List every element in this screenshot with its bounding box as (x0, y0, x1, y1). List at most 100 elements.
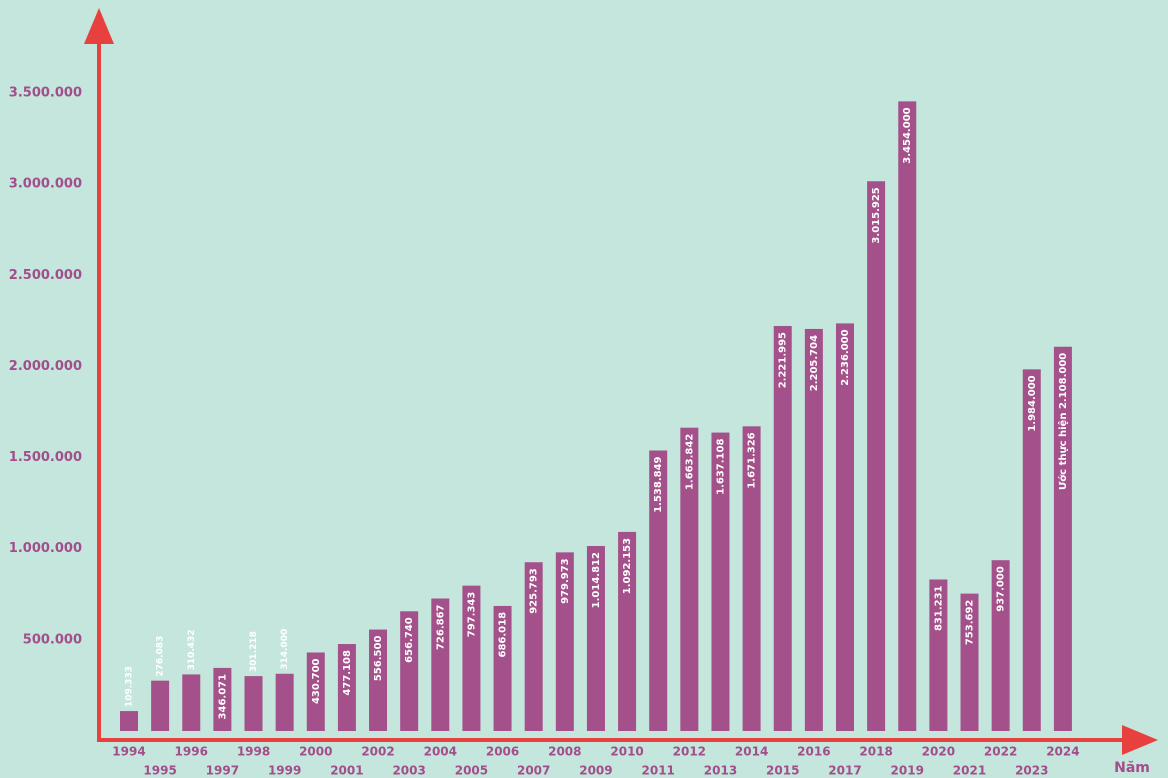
x-tick-label: 2021 (953, 764, 986, 778)
x-tick-label: 2011 (642, 764, 675, 778)
x-axis-label: Năm (1114, 760, 1150, 776)
value-label: 1.637.108 (715, 439, 726, 495)
bar (151, 680, 170, 731)
value-label: 937.000 (996, 566, 1007, 612)
value-label: 1.538.849 (653, 456, 664, 512)
x-tick-label: 1997 (206, 764, 239, 778)
bar (835, 323, 854, 731)
x-tick-label: 2023 (1015, 764, 1048, 778)
bar (306, 652, 325, 731)
value-label: 925.793 (529, 568, 540, 614)
bar (586, 546, 605, 731)
value-label: 346.071 (217, 674, 228, 720)
bar (244, 676, 263, 731)
value-label: 1.663.842 (684, 434, 695, 490)
bar (960, 593, 979, 731)
x-tick-label: 2012 (673, 745, 706, 759)
value-label: 556.500 (373, 636, 384, 682)
value-label: 1.671.326 (747, 432, 758, 488)
value-label: 2.221.995 (778, 332, 789, 388)
bar (493, 605, 512, 731)
y-tick-label: 2.500.000 (9, 268, 82, 283)
x-tick-label: 2020 (922, 745, 955, 759)
x-tick-label: 1995 (143, 764, 176, 778)
x-tick-label: 2016 (797, 745, 830, 759)
x-tick-label: 2004 (424, 745, 457, 759)
x-tick-label: 2022 (984, 745, 1017, 759)
x-tick-label: 1996 (175, 745, 208, 759)
bar (680, 427, 699, 731)
y-tick-label: 2.000.000 (9, 359, 82, 374)
x-tick-label: 2006 (486, 745, 519, 759)
value-label: 1.014.812 (591, 552, 602, 608)
bar (742, 426, 761, 731)
x-tick-label: 2017 (828, 764, 861, 778)
value-label: 2.205.704 (809, 335, 820, 391)
x-tick-label: 1999 (268, 764, 301, 778)
value-label: 726.867 (435, 604, 446, 650)
x-tick-label: 2005 (455, 764, 488, 778)
value-label: 753.692 (965, 600, 976, 646)
bar (711, 432, 730, 731)
x-tick-label: 2014 (735, 745, 768, 759)
value-label: 2.236.000 (840, 329, 851, 385)
x-tick-label: 2010 (610, 745, 643, 759)
value-label: 1.092.153 (622, 538, 633, 594)
y-tick-label: 3.000.000 (9, 177, 82, 192)
bar (369, 629, 388, 731)
y-tick-label: 1.000.000 (9, 541, 82, 556)
bar (462, 585, 481, 731)
bar (618, 531, 637, 731)
bar (804, 328, 823, 731)
y-axis-arrow (84, 8, 114, 44)
x-tick-label: 2024 (1046, 745, 1079, 759)
value-label: 831.231 (933, 585, 944, 631)
x-tick-label: 2015 (766, 764, 799, 778)
bar (1022, 369, 1041, 731)
value-label: 109.333 (125, 666, 135, 707)
value-label: 3.015.925 (871, 187, 882, 243)
value-label: 430.700 (311, 658, 322, 704)
x-tick-label: 2002 (361, 745, 394, 759)
x-tick-label: 2001 (330, 764, 363, 778)
x-tick-label: 2008 (548, 745, 581, 759)
bar (275, 673, 294, 731)
value-label: 477.108 (342, 650, 353, 696)
x-tick-label: 2000 (299, 745, 332, 759)
bar (120, 711, 138, 731)
value-label: 3.454.000 (902, 107, 913, 163)
bar (524, 562, 543, 731)
bar (898, 101, 917, 732)
bar (400, 611, 419, 731)
x-tick-label: 2013 (704, 764, 737, 778)
bar (773, 325, 792, 731)
bar (929, 579, 948, 731)
value-label: 797.343 (466, 592, 477, 638)
bar (431, 598, 450, 731)
bar (649, 450, 668, 731)
bar (337, 644, 356, 731)
bar (867, 181, 886, 731)
value-label: 686.018 (498, 612, 509, 658)
value-label: 1.984.000 (1027, 375, 1038, 431)
bar (182, 674, 201, 731)
y-tick-label: 3.500.000 (9, 86, 82, 101)
x-tick-label: 1994 (112, 745, 145, 759)
x-tick-label: 2019 (891, 764, 924, 778)
x-tick-label: 2018 (859, 745, 892, 759)
value-label: 310.432 (187, 629, 197, 670)
bar (991, 560, 1010, 731)
x-tick-label: 1998 (237, 745, 270, 759)
x-tick-label: 2003 (392, 764, 425, 778)
y-tick-label: 500.000 (23, 632, 82, 647)
x-tick-label: 2007 (517, 764, 550, 778)
bar (1053, 346, 1072, 731)
x-tick-label: 2009 (579, 764, 612, 778)
value-label: 314.000 (280, 629, 290, 670)
x-axis-arrow (1122, 725, 1158, 755)
bar (555, 552, 574, 731)
value-label: 979.973 (560, 558, 571, 604)
y-tick-label: 1.500.000 (9, 450, 82, 465)
value-label: Ước thực hiện 2.108.000 (1057, 353, 1069, 490)
